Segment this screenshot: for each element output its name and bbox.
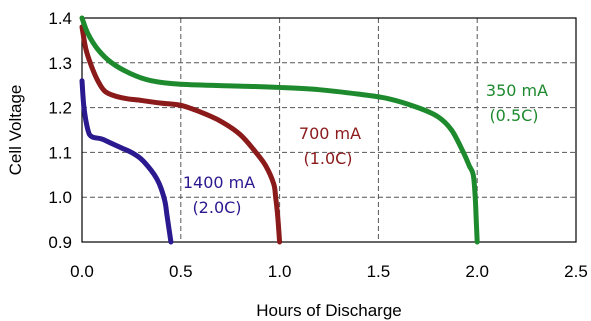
x-tick-label: 2.5 <box>564 262 588 281</box>
y-tick-label: 0.9 <box>48 233 72 252</box>
series-label-350ma-line2: (0.5C) <box>489 106 538 125</box>
y-tick-label: 1.3 <box>48 54 72 73</box>
series-label-1400ma-line2: (2.0C) <box>192 198 241 217</box>
x-axis-title: Hours of Discharge <box>256 301 402 320</box>
series-label-700ma-line2: (1.0C) <box>303 149 352 168</box>
x-tick-label: 0.5 <box>169 262 193 281</box>
x-tick-label: 2.0 <box>465 262 489 281</box>
y-tick-label: 1.2 <box>48 99 72 118</box>
y-tick-label: 1.1 <box>48 143 72 162</box>
series-group <box>79 15 480 245</box>
x-tick-label: 0.0 <box>70 262 94 281</box>
series-labels: 1400 mA (2.0C) 700 mA (1.0C) 350 mA (0.5… <box>183 81 548 217</box>
series-label-1400ma-line1: 1400 mA <box>183 173 255 192</box>
y-tick-label: 1.0 <box>48 188 72 207</box>
x-tick-label: 1.0 <box>268 262 292 281</box>
x-tick-label: 1.5 <box>367 262 391 281</box>
series-line-1 <box>79 24 283 245</box>
y-tick-labels: 0.9 1.0 1.1 1.2 1.3 1.4 <box>48 9 72 252</box>
series-line-2 <box>79 15 480 245</box>
series-label-700ma-line1: 700 mA <box>299 124 361 143</box>
x-tick-labels: 0.0 0.5 1.0 1.5 2.0 2.5 <box>70 262 588 281</box>
series-label-350ma-line1: 350 mA <box>486 81 548 100</box>
plot-frame <box>81 17 577 243</box>
series-line-0 <box>79 78 174 245</box>
y-tick-label: 1.4 <box>48 9 72 28</box>
y-axis-title: Cell Voltage <box>6 85 25 176</box>
